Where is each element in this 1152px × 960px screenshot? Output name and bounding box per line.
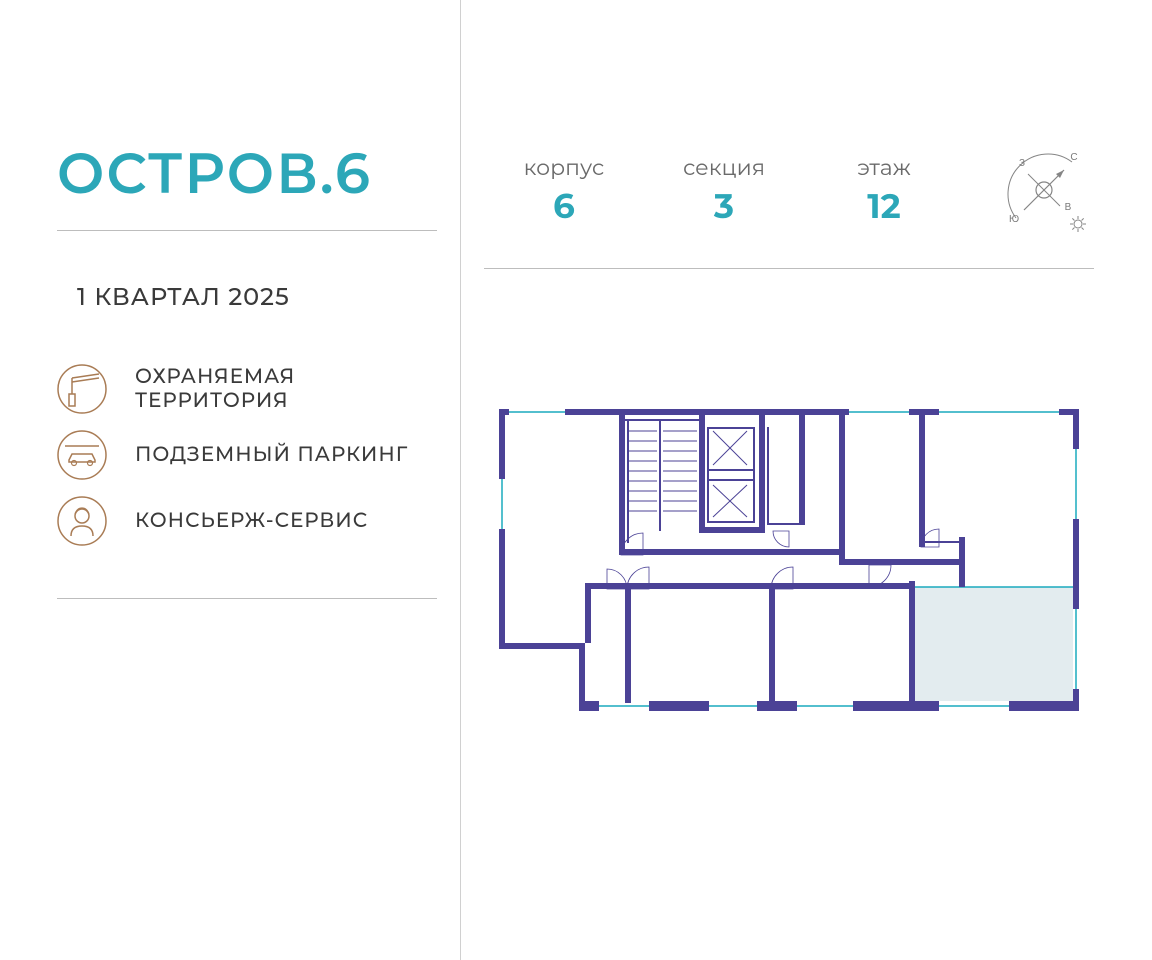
feature-label: КОНСЬЕРЖ-СЕРВИС <box>135 509 368 533</box>
feature-label: ОХРАНЯЕМАЯ ТЕРРИТОРИЯ <box>135 365 437 413</box>
floorplan <box>484 409 1094 711</box>
stat-label: корпус <box>484 154 644 181</box>
svg-text:С: С <box>1070 152 1077 163</box>
gate-icon <box>57 364 107 414</box>
stat-label: этаж <box>804 154 964 181</box>
stat-section: секция 3 <box>644 154 804 227</box>
right-panel: корпус 6 секция 3 этаж 12 С В Ю З <box>484 0 1094 711</box>
feature-secured-territory: ОХРАНЯЕМАЯ ТЕРРИТОРИЯ <box>57 364 437 414</box>
stat-label: секция <box>644 154 804 181</box>
left-divider-top <box>57 230 437 231</box>
feature-underground-parking: ПОДЗЕМНЫЙ ПАРКИНГ <box>57 430 437 480</box>
right-divider <box>484 268 1094 269</box>
feature-label: ПОДЗЕМНЫЙ ПАРКИНГ <box>135 443 408 467</box>
svg-text:В: В <box>1065 202 1072 213</box>
svg-text:З: З <box>1019 158 1025 169</box>
compass-icon: С В Ю З <box>994 140 1094 240</box>
concierge-icon <box>57 496 107 546</box>
parking-icon <box>57 430 107 480</box>
feature-concierge: КОНСЬЕРЖ-СЕРВИС <box>57 496 437 546</box>
stat-value: 3 <box>644 185 804 227</box>
stat-value: 6 <box>484 185 644 227</box>
left-panel: ОСТРОВ.6 1 КВАРТАЛ 2025 ОХРАНЯЕМАЯ ТЕРРИ… <box>57 0 437 599</box>
left-divider-bottom <box>57 598 437 599</box>
svg-text:Ю: Ю <box>1009 214 1019 225</box>
completion-date: 1 КВАРТАЛ 2025 <box>77 283 437 312</box>
feature-list: ОХРАНЯЕМАЯ ТЕРРИТОРИЯ ПОДЗЕМНЫЙ ПАРКИНГ <box>57 364 437 546</box>
vertical-divider <box>460 0 461 960</box>
project-title: ОСТРОВ.6 <box>57 140 437 208</box>
stats-row: корпус 6 секция 3 этаж 12 С В Ю З <box>484 140 1094 240</box>
stat-floor: этаж 12 <box>804 154 964 227</box>
stat-building: корпус 6 <box>484 154 644 227</box>
stat-value: 12 <box>804 185 964 227</box>
